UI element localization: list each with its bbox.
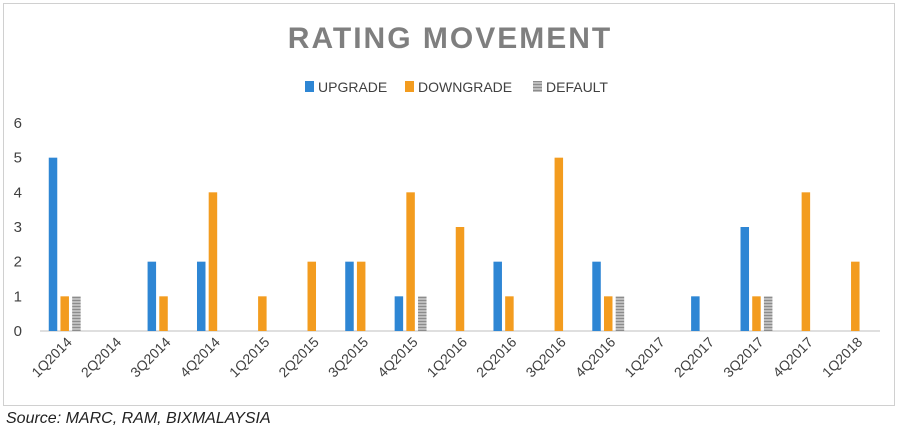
- bar-downgrade-3q2014: [159, 296, 168, 331]
- bar-upgrade-3q2015: [345, 261, 354, 331]
- bar-upgrade-4q2015: [394, 296, 404, 331]
- y-tick-label: 4: [14, 184, 22, 201]
- bar-downgrade-3q2017: [752, 296, 761, 331]
- legend-swatch-default: [533, 81, 542, 92]
- y-tick-label: 1: [14, 288, 22, 305]
- x-tick-label: 3Q2016: [522, 334, 569, 381]
- x-axis: 1Q2014 2Q2014 3Q2014 4Q2014 1Q2015 2Q2015 3Q20…: [28, 334, 865, 381]
- x-tick-label: 1Q2014: [28, 334, 75, 381]
- x-tick-label: 1Q2015: [226, 334, 273, 381]
- y-tick-label: 0: [14, 323, 22, 340]
- legend-swatch-upgrade: [305, 81, 314, 92]
- chart-title: RATING MOVEMENT: [288, 22, 612, 55]
- y-tick-label: 6: [14, 115, 22, 132]
- x-tick-label: 4Q2017: [769, 334, 816, 381]
- bar-upgrade-4q2016: [592, 261, 601, 331]
- bar-upgrade-4q2014: [196, 261, 206, 331]
- x-tick-label: 2Q2014: [78, 334, 125, 381]
- x-tick-label: 2Q2016: [473, 334, 520, 381]
- bar-default-4q2015: [418, 296, 427, 331]
- y-tick-label: 5: [14, 150, 22, 167]
- y-tick-label: 3: [14, 219, 22, 236]
- x-tick-label: 1Q2016: [424, 334, 471, 381]
- x-tick-label: 1Q2017: [621, 334, 668, 381]
- bar-upgrade-2q2017: [691, 296, 700, 331]
- y-tick-label: 2: [14, 254, 22, 271]
- bar-downgrade-1q2014: [60, 296, 69, 331]
- x-tick-label: 3Q2017: [720, 334, 767, 381]
- bar-downgrade-4q2016: [603, 296, 613, 331]
- bar-downgrade-4q2017: [801, 192, 811, 331]
- bar-downgrade-2q2016: [505, 296, 514, 331]
- bar-default-1q2014: [72, 296, 81, 331]
- bar-upgrade-3q2014: [147, 261, 157, 331]
- chart-frame: [3, 3, 895, 406]
- legend-label-default: DEFAULT: [546, 79, 608, 95]
- x-tick-label: 4Q2015: [374, 334, 421, 381]
- x-tick-label: 2Q2017: [671, 334, 718, 381]
- bar-downgrade-4q2014: [208, 192, 218, 331]
- chart-legend: UPGRADE DOWNGRADE DEFAULT: [305, 79, 608, 95]
- bar-downgrade-1q2016: [455, 227, 465, 331]
- legend-label-downgrade: DOWNGRADE: [418, 79, 512, 95]
- source-note: Source: MARC, RAM, BIXMALAYSIA: [6, 410, 271, 427]
- bar-upgrade-2q2016: [493, 261, 502, 331]
- x-tick-label: 4Q2014: [177, 334, 224, 381]
- bar-downgrade-3q2015: [356, 261, 366, 331]
- rating-movement-chart: RATING MOVEMENT UPGRADE DOWNGRADE DEFAULT …: [14, 22, 880, 381]
- legend-swatch-downgrade: [405, 81, 414, 92]
- x-tick-label: 4Q2016: [572, 334, 619, 381]
- legend-label-upgrade: UPGRADE: [318, 79, 387, 95]
- bar-upgrade-3q2017: [740, 227, 750, 331]
- x-tick-label: 3Q2014: [127, 334, 174, 381]
- bar-downgrade-1q2018: [851, 261, 860, 331]
- bar-downgrade-1q2015: [258, 296, 267, 331]
- bar-downgrade-2q2015: [307, 261, 317, 331]
- bars-group: [48, 157, 860, 331]
- x-tick-label: 2Q2015: [275, 334, 322, 381]
- x-tick-label: 1Q2018: [819, 334, 866, 381]
- y-axis: 0 1 2 3 4 5 6: [14, 115, 22, 340]
- bar-downgrade-4q2015: [406, 192, 415, 331]
- bar-downgrade-3q2016: [554, 157, 564, 331]
- bar-default-4q2016: [615, 296, 625, 331]
- bar-default-3q2017: [763, 296, 773, 331]
- x-tick-label: 3Q2015: [325, 334, 372, 381]
- bar-upgrade-1q2014: [48, 157, 58, 331]
